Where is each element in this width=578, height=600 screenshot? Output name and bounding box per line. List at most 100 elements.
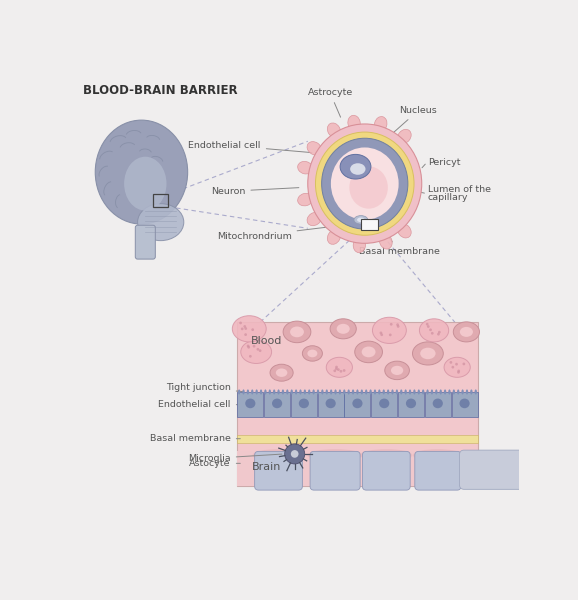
Ellipse shape xyxy=(365,389,368,394)
Ellipse shape xyxy=(302,346,323,361)
Text: Basal membrane: Basal membrane xyxy=(150,434,240,443)
Ellipse shape xyxy=(272,398,282,408)
Circle shape xyxy=(427,325,429,328)
Ellipse shape xyxy=(247,389,249,394)
Ellipse shape xyxy=(413,449,463,461)
Bar xyxy=(318,392,344,418)
Bar xyxy=(264,392,290,418)
Ellipse shape xyxy=(330,319,356,339)
Bar xyxy=(451,392,477,418)
Ellipse shape xyxy=(379,398,390,408)
Circle shape xyxy=(253,345,255,347)
Ellipse shape xyxy=(405,389,407,394)
Ellipse shape xyxy=(355,341,383,362)
Circle shape xyxy=(244,333,247,336)
Ellipse shape xyxy=(270,364,293,381)
Ellipse shape xyxy=(391,366,403,375)
Ellipse shape xyxy=(95,120,188,224)
Ellipse shape xyxy=(461,389,464,394)
Text: Blood: Blood xyxy=(251,336,282,346)
Ellipse shape xyxy=(242,389,244,394)
Ellipse shape xyxy=(460,398,470,408)
Ellipse shape xyxy=(449,389,451,394)
Circle shape xyxy=(457,370,460,373)
Ellipse shape xyxy=(339,389,341,394)
Ellipse shape xyxy=(277,389,280,394)
Circle shape xyxy=(380,331,382,334)
Text: Endothelial cell: Endothelial cell xyxy=(158,400,240,409)
Ellipse shape xyxy=(317,389,319,394)
Ellipse shape xyxy=(444,389,446,394)
Text: Endothelial cell: Endothelial cell xyxy=(188,140,312,152)
Ellipse shape xyxy=(255,389,258,394)
Ellipse shape xyxy=(350,163,365,175)
Circle shape xyxy=(244,327,247,330)
Ellipse shape xyxy=(308,389,310,394)
Ellipse shape xyxy=(348,115,360,131)
Ellipse shape xyxy=(291,389,293,394)
Bar xyxy=(361,219,378,230)
Text: capillary: capillary xyxy=(428,193,468,202)
Circle shape xyxy=(390,323,392,326)
Circle shape xyxy=(247,344,250,347)
FancyBboxPatch shape xyxy=(135,225,155,259)
Circle shape xyxy=(451,366,454,368)
Ellipse shape xyxy=(354,215,368,224)
Ellipse shape xyxy=(398,130,411,143)
Ellipse shape xyxy=(273,389,275,394)
Circle shape xyxy=(241,328,243,330)
Ellipse shape xyxy=(396,389,398,394)
Circle shape xyxy=(380,334,383,336)
Ellipse shape xyxy=(283,321,311,343)
Ellipse shape xyxy=(460,327,473,337)
Ellipse shape xyxy=(295,389,297,394)
Text: Basal membrane: Basal membrane xyxy=(359,238,440,256)
Ellipse shape xyxy=(334,389,337,394)
Text: BLOOD-BRAIN BARRIER: BLOOD-BRAIN BARRIER xyxy=(83,83,238,97)
Ellipse shape xyxy=(343,389,346,394)
FancyBboxPatch shape xyxy=(310,451,360,490)
Ellipse shape xyxy=(466,389,468,394)
Circle shape xyxy=(257,348,260,350)
Ellipse shape xyxy=(353,398,362,408)
Text: Neuron: Neuron xyxy=(0,599,1,600)
Ellipse shape xyxy=(290,326,304,337)
Ellipse shape xyxy=(238,389,240,394)
Circle shape xyxy=(239,322,242,325)
Ellipse shape xyxy=(385,361,409,380)
Ellipse shape xyxy=(269,389,271,394)
Text: Astrocyte: Astrocyte xyxy=(307,88,353,117)
Ellipse shape xyxy=(307,350,317,358)
FancyBboxPatch shape xyxy=(362,451,410,490)
Text: Microglia: Microglia xyxy=(188,454,282,463)
Circle shape xyxy=(457,371,460,374)
Ellipse shape xyxy=(383,389,385,394)
Ellipse shape xyxy=(353,238,365,253)
Ellipse shape xyxy=(299,389,302,394)
Ellipse shape xyxy=(298,193,313,206)
Ellipse shape xyxy=(470,389,473,394)
Circle shape xyxy=(259,349,261,352)
Ellipse shape xyxy=(457,389,460,394)
Ellipse shape xyxy=(321,138,408,229)
Ellipse shape xyxy=(406,398,416,408)
Ellipse shape xyxy=(374,389,376,394)
Bar xyxy=(237,434,478,443)
Ellipse shape xyxy=(124,157,166,211)
Ellipse shape xyxy=(325,389,328,394)
Bar xyxy=(371,392,397,418)
Text: Lumen of the: Lumen of the xyxy=(428,185,491,194)
Ellipse shape xyxy=(398,224,411,238)
Circle shape xyxy=(426,323,429,326)
Ellipse shape xyxy=(299,398,309,408)
Ellipse shape xyxy=(357,218,365,222)
Ellipse shape xyxy=(340,154,371,179)
Ellipse shape xyxy=(444,358,470,377)
Ellipse shape xyxy=(245,398,255,408)
Bar xyxy=(238,392,264,418)
Ellipse shape xyxy=(352,389,354,394)
Bar xyxy=(398,392,424,418)
Ellipse shape xyxy=(276,368,287,377)
Ellipse shape xyxy=(316,132,414,235)
Ellipse shape xyxy=(327,230,340,244)
